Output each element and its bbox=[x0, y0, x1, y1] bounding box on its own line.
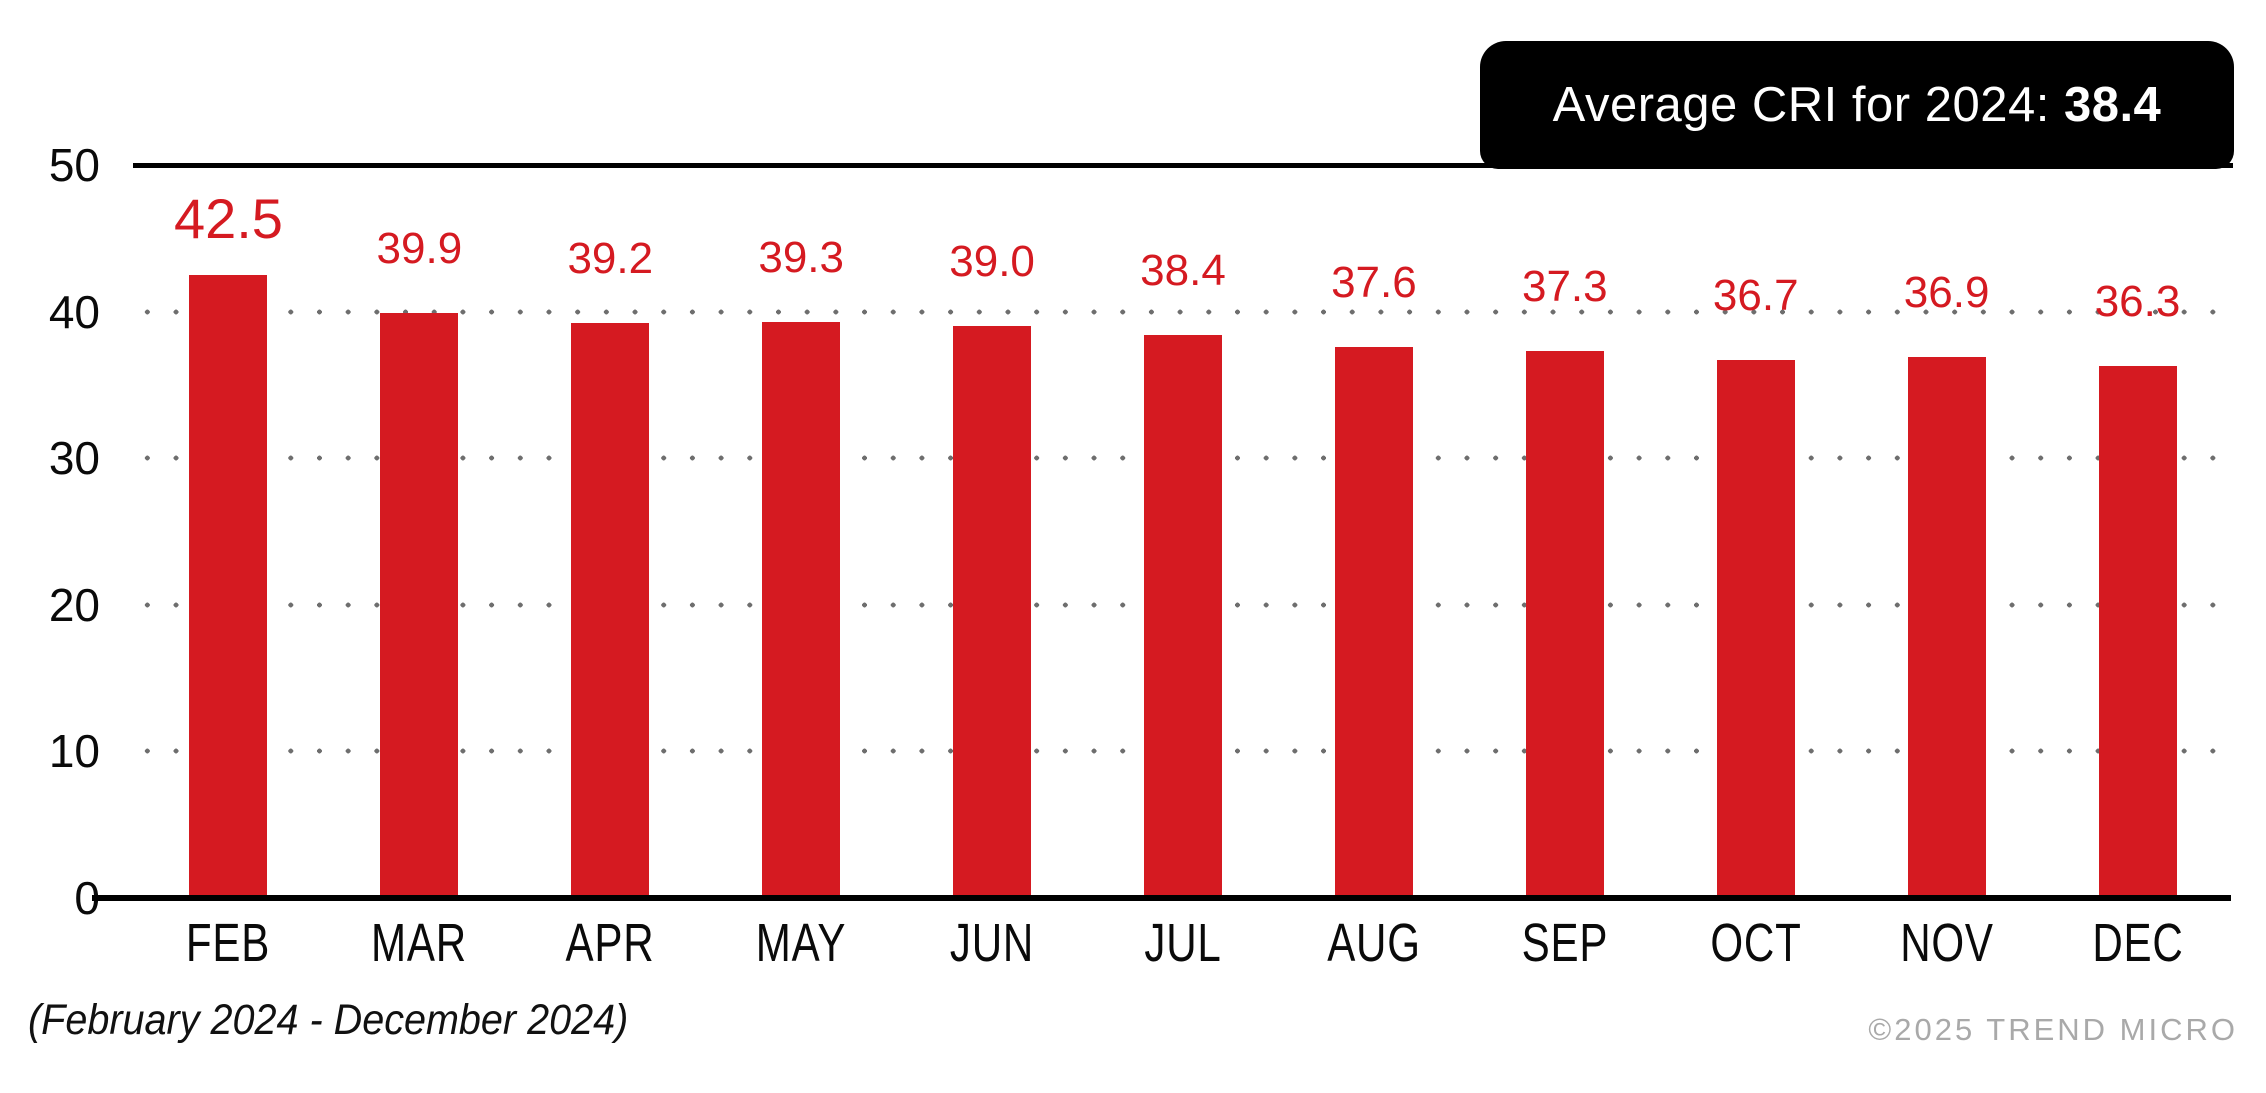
date-range-note: (February 2024 - December 2024) bbox=[28, 996, 629, 1044]
bar-sep bbox=[1525, 351, 1604, 898]
x-tick-label: AUG bbox=[1327, 913, 1421, 973]
x-tick-label: DEC bbox=[2091, 913, 2184, 973]
bar-value-label: 38.4 bbox=[1140, 246, 1226, 296]
bar-value-label: 39.2 bbox=[567, 234, 654, 284]
x-tick-label: JUL bbox=[1144, 913, 1222, 973]
bar-value-label: 36.7 bbox=[1712, 270, 1799, 320]
bar-jun bbox=[953, 326, 1032, 898]
copyright-text: ©2025 TREND MICRO bbox=[1868, 1012, 2238, 1047]
bar-value-label: 37.3 bbox=[1521, 262, 1608, 312]
x-tick-label: MAR bbox=[371, 913, 468, 973]
bar-value-label: 39.9 bbox=[376, 224, 463, 274]
gridline bbox=[133, 308, 2230, 315]
bar-may bbox=[762, 321, 841, 898]
x-tick-label: APR bbox=[565, 913, 655, 973]
bar-apr bbox=[571, 323, 650, 898]
bar-aug bbox=[1334, 346, 1413, 898]
badge-label: Average CRI for 2024: bbox=[1552, 78, 2064, 132]
bar-jul bbox=[1144, 335, 1222, 898]
bar-value-label: 36.3 bbox=[2094, 276, 2181, 326]
x-axis-line bbox=[92, 895, 2231, 901]
top-axis-line bbox=[133, 163, 2233, 168]
x-tick-label: JUN bbox=[949, 913, 1035, 973]
bar-dec bbox=[2098, 365, 2177, 898]
x-tick-label: SEP bbox=[1521, 913, 1609, 973]
badge-value: 38.4 bbox=[2063, 78, 2162, 132]
x-tick-label: NOV bbox=[1899, 913, 1994, 973]
bar-value-label: 42.5 bbox=[173, 186, 283, 250]
bar-value-label: 37.6 bbox=[1331, 257, 1417, 307]
bar-mar bbox=[380, 313, 459, 898]
bar-value-label: 36.9 bbox=[1903, 268, 1990, 318]
average-cri-badge: Average CRI for 2024: 38.4 bbox=[1480, 41, 2234, 169]
x-tick-label: MAY bbox=[755, 913, 847, 973]
bar-oct bbox=[1716, 359, 1795, 898]
bar-value-label: 39.0 bbox=[949, 237, 1035, 287]
x-tick-label: OCT bbox=[1710, 913, 1802, 973]
bar-value-label: 39.3 bbox=[758, 232, 844, 282]
bar-feb bbox=[189, 274, 268, 898]
x-tick-label: FEB bbox=[186, 913, 271, 973]
bar-nov bbox=[1907, 357, 1986, 898]
